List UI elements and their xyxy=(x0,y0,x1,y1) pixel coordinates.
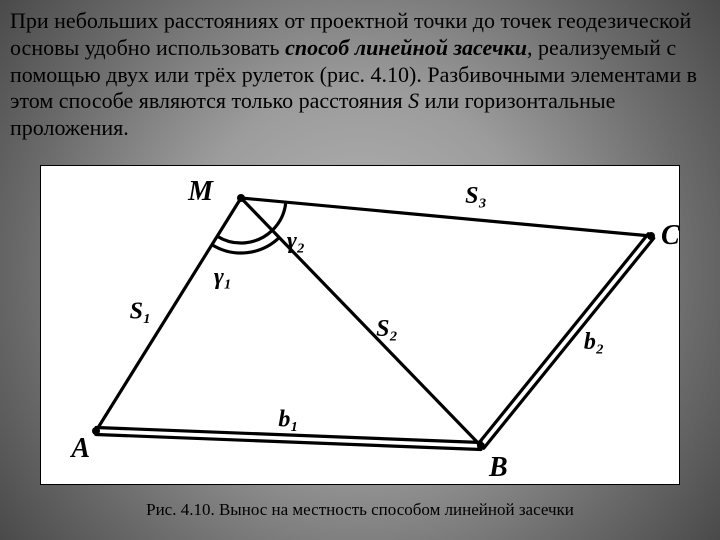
diagram-svg: M A B C S₁ S₂ S₃ b₁ b₂ γ₁ γ₂ xyxy=(41,166,679,484)
svg-text:γ₁: γ₁ xyxy=(214,264,232,290)
svg-text:S₂: S₂ xyxy=(376,316,398,342)
svg-text:C: C xyxy=(661,220,679,251)
svg-text:b₂: b₂ xyxy=(584,329,604,355)
svg-text:S₁: S₁ xyxy=(130,299,152,325)
svg-text:γ₂: γ₂ xyxy=(287,228,305,254)
svg-text:M: M xyxy=(187,176,214,207)
svg-text:S₃: S₃ xyxy=(465,183,487,209)
svg-text:b₁: b₁ xyxy=(278,407,298,433)
svg-text:A: A xyxy=(69,433,90,464)
svg-text:B: B xyxy=(488,452,508,483)
variable-s: S xyxy=(408,88,419,113)
figure-caption: Рис. 4.10. Вынос на местность способом л… xyxy=(0,500,720,520)
term-italic: способ линейной засечки xyxy=(285,35,527,60)
body-paragraph: При небольших расстояниях от проектной т… xyxy=(10,8,710,142)
figure-4-10: M A B C S₁ S₂ S₃ b₁ b₂ γ₁ γ₂ xyxy=(40,165,680,485)
slide: { "text": { "p1a": "При небольших рассто… xyxy=(0,0,720,540)
